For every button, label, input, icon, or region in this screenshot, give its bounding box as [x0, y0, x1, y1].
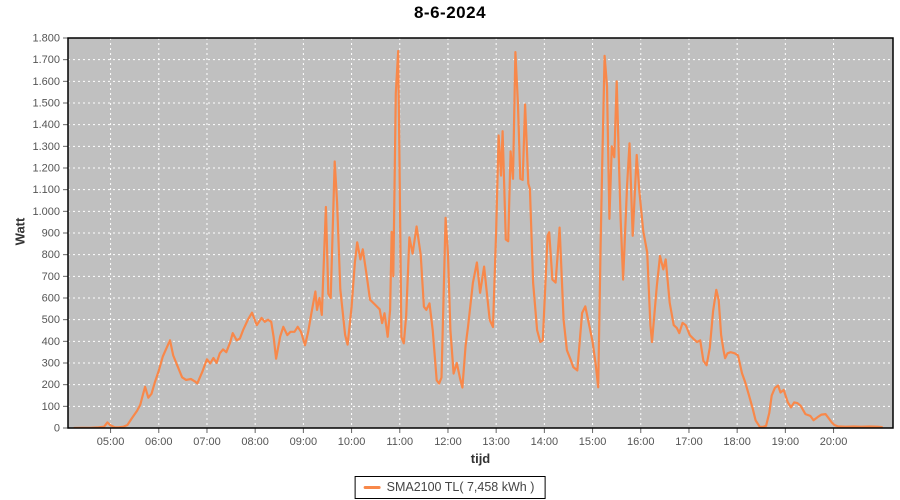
y-tick-label: 800 — [42, 249, 60, 261]
legend-series-swatch — [363, 485, 381, 489]
y-tick-label: 1.700 — [32, 54, 60, 66]
legend-box: SMA2100 TL( 7,458 kWh ) — [354, 476, 546, 499]
x-tick-label: 08:00 — [241, 436, 269, 448]
y-tick-label: 1.400 — [32, 119, 60, 131]
x-tick-label: 11:00 — [386, 436, 413, 448]
x-tick-label: 12:00 — [434, 436, 462, 448]
x-tick-label: 16:00 — [627, 436, 655, 448]
y-tick-label: 1.500 — [32, 98, 60, 110]
x-tick-label: 13:00 — [482, 436, 510, 448]
x-tick-label: 20:00 — [820, 436, 848, 448]
y-tick-label: 1.300 — [32, 141, 60, 153]
series-line — [73, 49, 883, 428]
y-tick-label: 1.800 — [32, 33, 60, 45]
y-tick-label: 0 — [54, 423, 60, 435]
x-tick-label: 14:00 — [531, 436, 559, 448]
y-tick-label: 1.000 — [32, 206, 60, 218]
y-tick-label: 1.200 — [32, 163, 60, 175]
y-tick-label: 1.100 — [32, 184, 60, 196]
x-tick-label: 15:00 — [579, 436, 607, 448]
y-tick-label: 600 — [42, 293, 60, 305]
y-tick-label: 400 — [42, 336, 60, 348]
y-tick-label: 900 — [42, 228, 60, 240]
x-tick-label: 19:00 — [772, 436, 800, 448]
y-axis-title: Watt — [12, 217, 28, 246]
y-tick-label: 200 — [42, 379, 60, 391]
chart-title: 8-6-2024 — [413, 3, 487, 22]
x-tick-label: 10:00 — [338, 436, 366, 448]
x-tick-label: 06:00 — [145, 436, 173, 448]
x-tick-label: 17:00 — [675, 436, 703, 448]
y-tick-label: 300 — [42, 358, 60, 370]
plot-border — [67, 37, 894, 429]
x-tick-label: 05:00 — [97, 436, 125, 448]
y-tick-label: 500 — [42, 314, 60, 326]
y-tick-label: 100 — [42, 401, 60, 413]
y-tick-label: 1.600 — [32, 76, 60, 88]
x-tick-label: 18:00 — [723, 436, 751, 448]
y-tick-label: 700 — [42, 271, 60, 283]
x-tick-label: 09:00 — [290, 436, 318, 448]
x-axis-title: tijd — [470, 451, 491, 466]
x-tick-label: 07:00 — [193, 436, 221, 448]
legend-series-label: SMA2100 TL( 7,458 kWh ) — [386, 480, 535, 494]
